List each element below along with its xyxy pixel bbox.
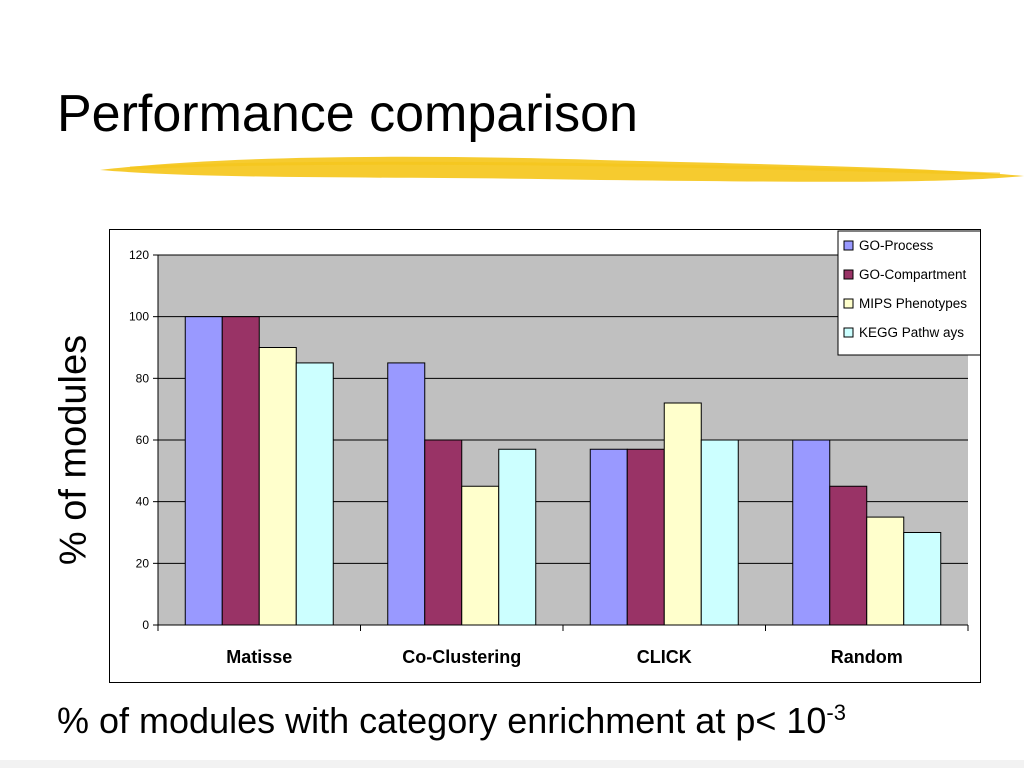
legend-swatch bbox=[843, 298, 854, 309]
chart-frame: 0 20 40 60 80 100 120 Matisse Co-Clustering CLICK… bbox=[109, 229, 982, 683]
plot-area: 0 20 40 60 80 100 120 Matisse Co-Clustering CLICK… bbox=[129, 248, 969, 667]
bar bbox=[295, 362, 334, 626]
x-tick-label: CLICK bbox=[637, 647, 692, 667]
bar bbox=[498, 448, 537, 626]
y-tick-label: 0 bbox=[142, 618, 149, 632]
footer-rule bbox=[0, 760, 1024, 768]
y-tick-label: 40 bbox=[136, 495, 150, 509]
slide-title: Performance comparison bbox=[57, 85, 638, 143]
legend-swatch bbox=[843, 269, 854, 280]
y-tick-label: 100 bbox=[129, 310, 149, 324]
x-tick-label: Co-Clustering bbox=[402, 647, 521, 667]
y-tick-label: 60 bbox=[136, 433, 150, 447]
y-tick-label: 20 bbox=[136, 556, 150, 570]
x-tick-label: Matisse bbox=[226, 647, 292, 667]
caption-exponent: -3 bbox=[826, 700, 846, 725]
legend-swatch bbox=[843, 327, 854, 338]
y-tick-label: 120 bbox=[129, 248, 149, 262]
bar bbox=[700, 439, 739, 626]
bar bbox=[221, 316, 260, 626]
bar bbox=[663, 402, 702, 626]
bar bbox=[387, 362, 426, 626]
bar bbox=[424, 439, 463, 626]
bar bbox=[258, 347, 297, 626]
bar bbox=[866, 516, 905, 626]
legend-swatch bbox=[843, 240, 854, 251]
bar bbox=[903, 532, 942, 626]
y-tick-label: 80 bbox=[136, 371, 150, 385]
bar bbox=[626, 448, 665, 626]
bar-chart: 0 20 40 60 80 100 120 Matisse Co-Clustering CLICK… bbox=[129, 230, 982, 667]
caption-text: % of modules with category enrichment at… bbox=[57, 700, 827, 741]
bar bbox=[792, 439, 831, 626]
legend-box bbox=[837, 230, 982, 356]
highlighter-stroke bbox=[100, 156, 1024, 182]
legend: GO-Process GO-Compartment MIPS Phenotypes K… bbox=[837, 230, 982, 356]
y-axis-label: % of modules bbox=[52, 334, 95, 566]
bar bbox=[461, 485, 500, 626]
bar bbox=[184, 316, 223, 626]
chart-caption: % of modules with category enrichment at… bbox=[57, 700, 846, 742]
legend-label: KEGG Pathw ays bbox=[859, 325, 964, 340]
x-tick-label: Random bbox=[831, 647, 903, 667]
legend-label: MIPS Phenotypes bbox=[859, 296, 967, 311]
legend-label: GO-Process bbox=[859, 238, 934, 253]
bar bbox=[829, 485, 868, 626]
bar bbox=[589, 448, 628, 626]
legend-label: GO-Compartment bbox=[859, 267, 967, 282]
